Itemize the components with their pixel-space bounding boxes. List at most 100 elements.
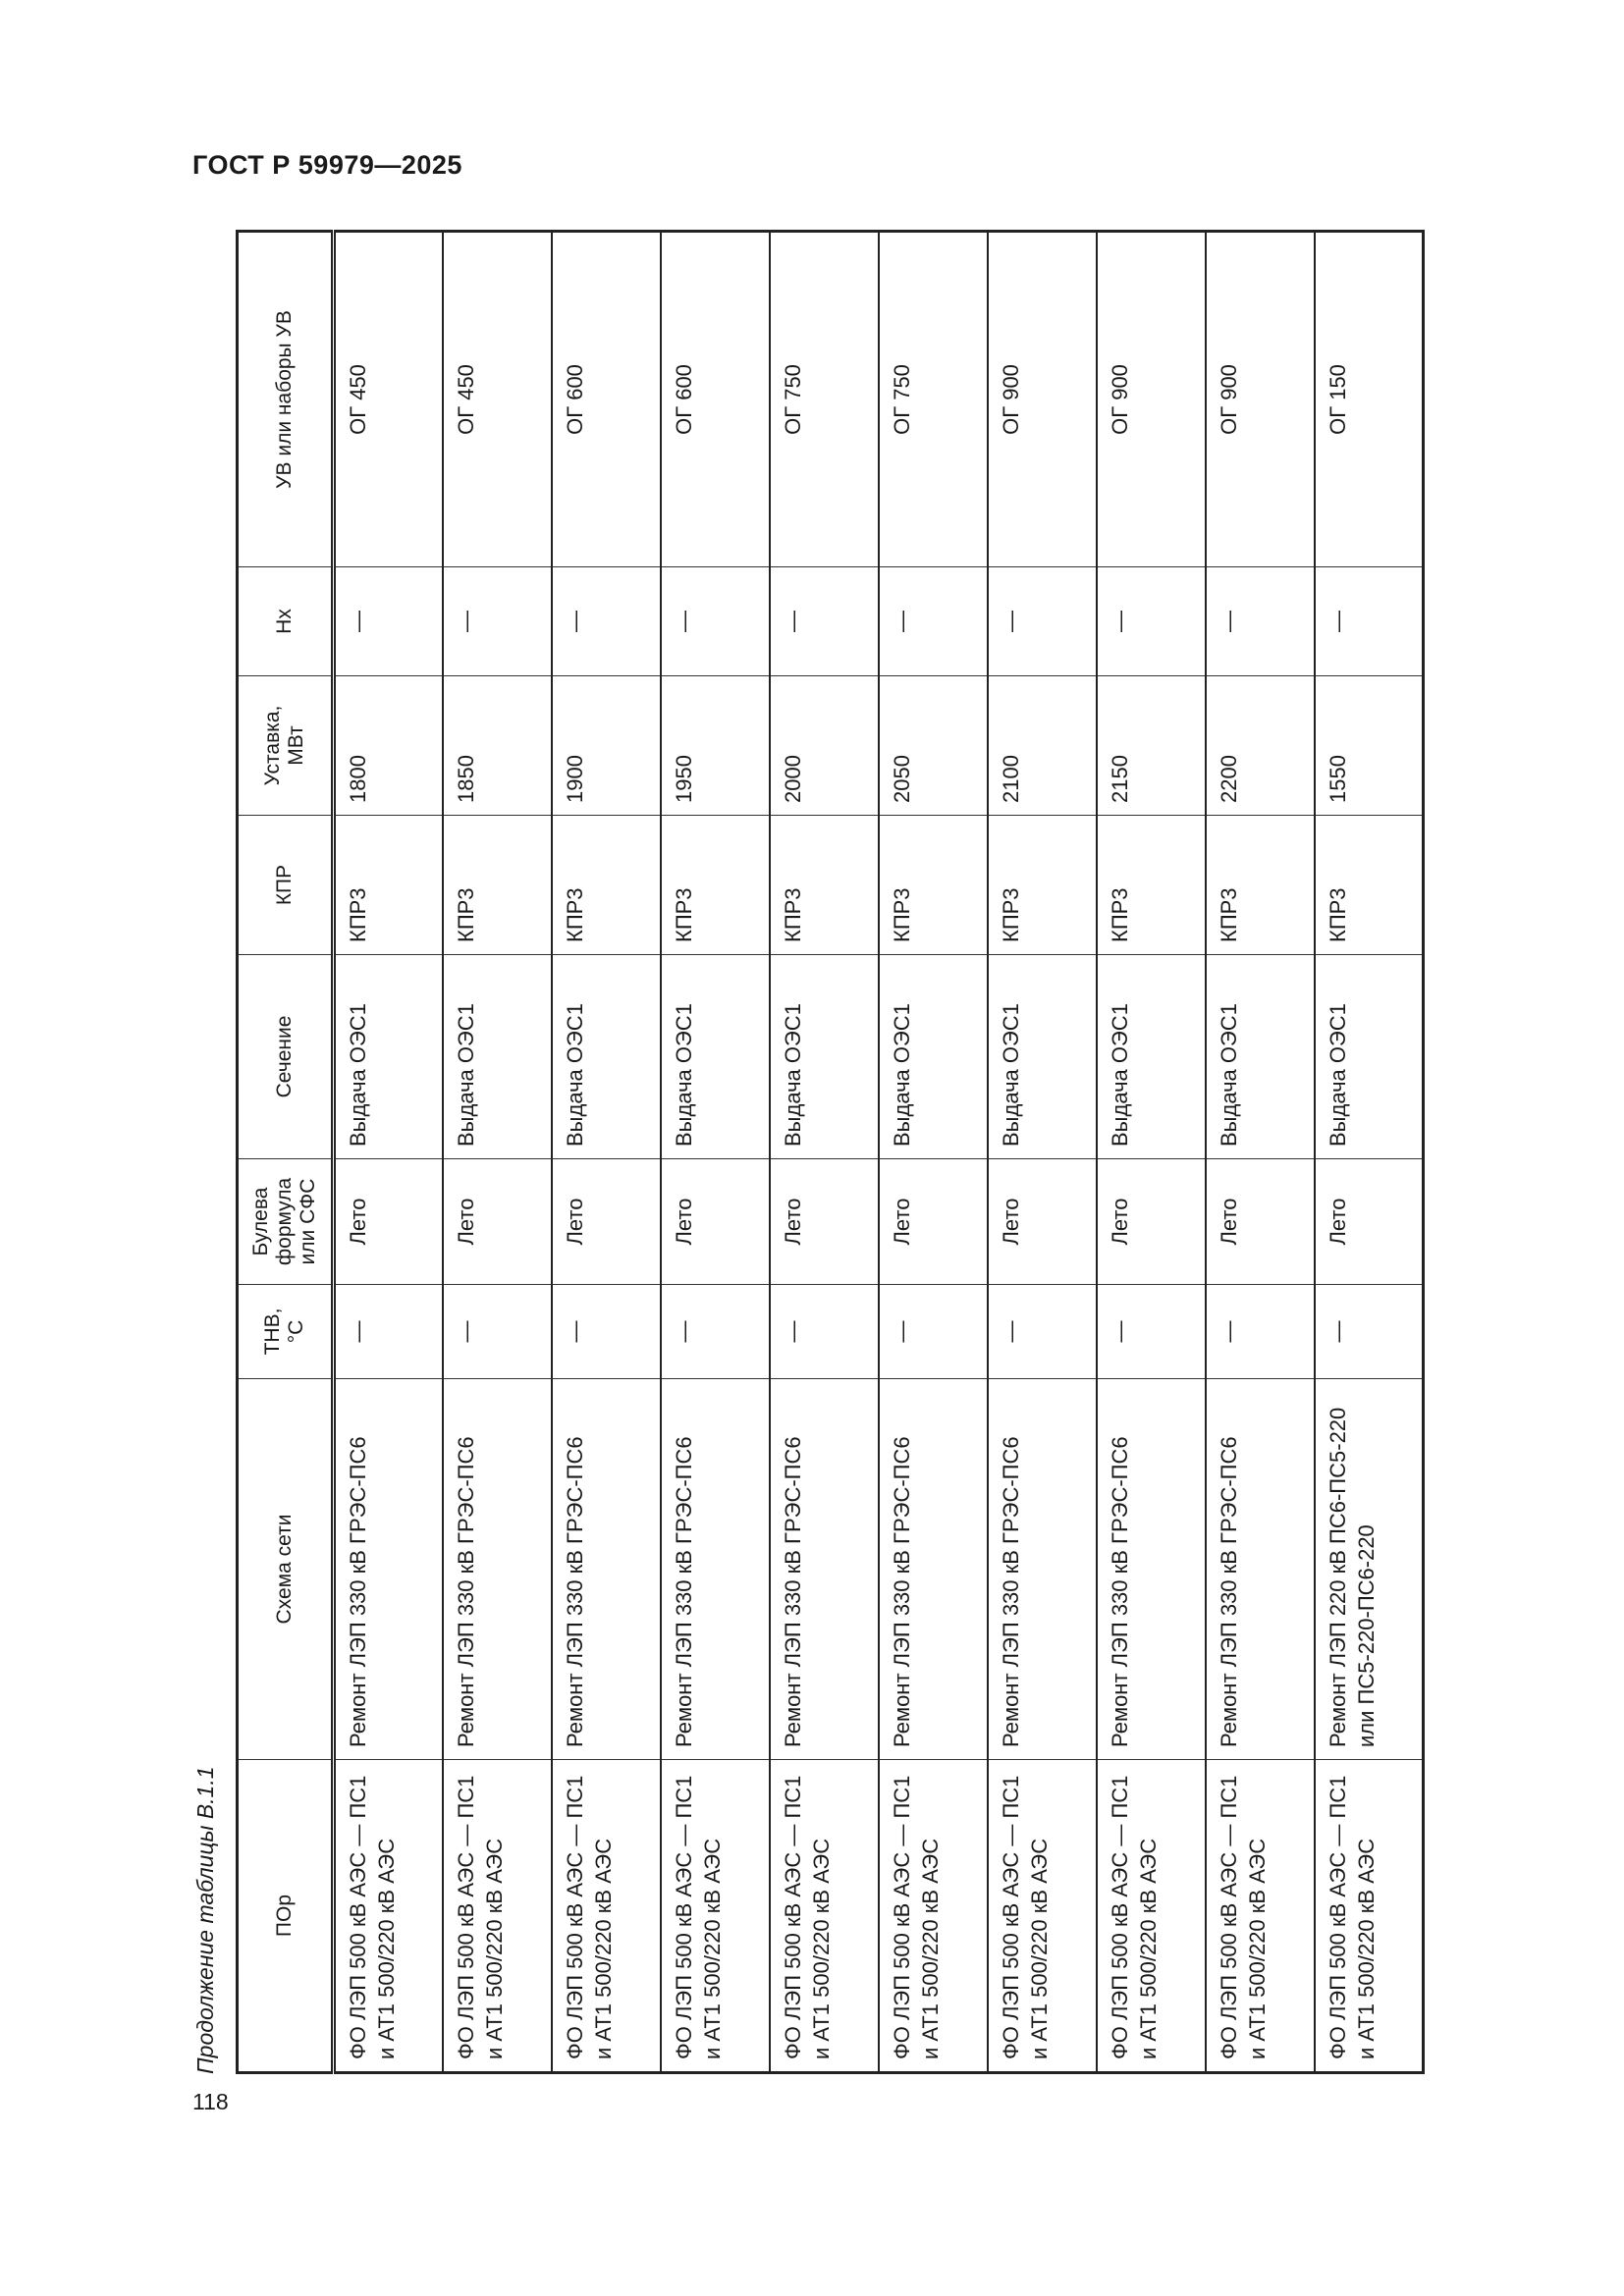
cell-nx: — [333,566,443,676]
cell-network-scheme: Ремонт ЛЭП 330 кВ ГРЭС-ПС6 [660,1378,770,1760]
header-nx: Нх [237,566,334,676]
cell-setpoint: 2050 [878,675,988,816]
table-row: ФО ЛЭП 500 кВ АЭС — ПС1 и АТ1 500/220 кВ… [987,231,1097,2073]
cell-setpoint: 1900 [551,675,661,816]
cell-section: Выдача ОЭС1 [551,954,661,1159]
cell-network-scheme: Ремонт ЛЭП 330 кВ ГРЭС-ПС6 [442,1378,552,1760]
cell-control-actions: ОГ 900 [1205,231,1315,567]
cell-por: ФО ЛЭП 500 кВ АЭС — ПС1 и АТ1 500/220 кВ… [769,1759,879,2073]
cell-nx: — [1096,566,1206,676]
header-setpoint: Уставка, МВт [237,675,334,816]
cell-tnv: — [333,1284,443,1379]
cell-boolean-formula: Лето [1314,1158,1424,1285]
cell-control-actions: ОГ 900 [987,231,1097,567]
cell-network-scheme: Ремонт ЛЭП 330 кВ ГРЭС-ПС6 [333,1378,443,1760]
cell-por: ФО ЛЭП 500 кВ АЭС — ПС1 и АТ1 500/220 кВ… [1096,1759,1206,2073]
cell-nx: — [987,566,1097,676]
cell-kpr: КПР3 [660,815,770,955]
table-row: ФО ЛЭП 500 кВ АЭС — ПС1 и АТ1 500/220 кВ… [769,231,879,2073]
cell-nx: — [769,566,879,676]
cell-network-scheme: Ремонт ЛЭП 220 кВ ПС6-ПС5-220 или ПС5-22… [1314,1378,1424,1760]
cell-por: ФО ЛЭП 500 кВ АЭС — ПС1 и АТ1 500/220 кВ… [1205,1759,1315,2073]
header-network-scheme: Схема сети [237,1378,334,1760]
cell-kpr: КПР3 [987,815,1097,955]
cell-boolean-formula: Лето [333,1158,443,1285]
cell-kpr: КПР3 [1205,815,1315,955]
cell-setpoint: 1550 [1314,675,1424,816]
cell-por: ФО ЛЭП 500 кВ АЭС — ПС1 и АТ1 500/220 кВ… [442,1759,552,2073]
cell-setpoint: 1850 [442,675,552,816]
cell-control-actions: ОГ 750 [878,231,988,567]
cell-kpr: КПР3 [333,815,443,955]
header-tnv: ТНВ, °С [237,1284,334,1379]
rotated-table-block: Продолжение таблицы В.1.1 ПОр Схема сети Т… [192,230,1425,2074]
header-section: Сечение [237,954,334,1159]
cell-kpr: КПР3 [442,815,552,955]
cell-control-actions: ОГ 450 [442,231,552,567]
cell-setpoint: 1800 [333,675,443,816]
table-row: ФО ЛЭП 500 кВ АЭС — ПС1 и АТ1 500/220 кВ… [1096,231,1206,2073]
header-boolean-formula: Булева формула или СФС [237,1158,334,1285]
cell-por: ФО ЛЭП 500 кВ АЭС — ПС1 и АТ1 500/220 кВ… [333,1759,443,2073]
header-por: ПОр [237,1759,334,2073]
cell-boolean-formula: Лето [660,1158,770,1285]
cell-setpoint: 2200 [1205,675,1315,816]
cell-nx: — [1314,566,1424,676]
table-row: ФО ЛЭП 500 кВ АЭС — ПС1 и АТ1 500/220 кВ… [660,231,770,2073]
cell-network-scheme: Ремонт ЛЭП 330 кВ ГРЭС-ПС6 [1205,1378,1315,1760]
cell-tnv: — [987,1284,1097,1379]
cell-tnv: — [878,1284,988,1379]
cell-nx: — [660,566,770,676]
cell-section: Выдача ОЭС1 [1205,954,1315,1159]
cell-por: ФО ЛЭП 500 кВ АЭС — ПС1 и АТ1 500/220 кВ… [1314,1759,1424,2073]
document-code: ГОСТ Р 59979—2025 [192,150,462,180]
cell-boolean-formula: Лето [1205,1158,1315,1285]
cell-boolean-formula: Лето [551,1158,661,1285]
cell-boolean-formula: Лето [987,1158,1097,1285]
cell-tnv: — [551,1284,661,1379]
cell-por: ФО ЛЭП 500 кВ АЭС — ПС1 и АТ1 500/220 кВ… [878,1759,988,2073]
cell-tnv: — [1096,1284,1206,1379]
cell-tnv: — [660,1284,770,1379]
cell-nx: — [442,566,552,676]
cell-nx: — [878,566,988,676]
cell-network-scheme: Ремонт ЛЭП 330 кВ ГРЭС-ПС6 [551,1378,661,1760]
cell-section: Выдача ОЭС1 [660,954,770,1159]
table-row: ФО ЛЭП 500 кВ АЭС — ПС1 и АТ1 500/220 кВ… [878,231,988,2073]
cell-tnv: — [442,1284,552,1379]
cell-kpr: КПР3 [878,815,988,955]
page-number: 118 [192,2089,229,2114]
header-kpr: КПР [237,815,334,955]
cell-section: Выдача ОЭС1 [878,954,988,1159]
cell-setpoint: 1950 [660,675,770,816]
table-header-row: ПОр Схема сети ТНВ, °С Булева формула или С… [237,231,334,2073]
cell-por: ФО ЛЭП 500 кВ АЭС — ПС1 и АТ1 500/220 кВ… [660,1759,770,2073]
header-control-actions: УВ или наборы УВ [237,231,334,567]
cell-control-actions: ОГ 150 [1314,231,1424,567]
table-row: ФО ЛЭП 500 кВ АЭС — ПС1 и АТ1 500/220 кВ… [442,231,552,2073]
cell-tnv: — [1205,1284,1315,1379]
cell-setpoint: 2150 [1096,675,1206,816]
data-table: ПОр Схема сети ТНВ, °С Булева формула или С… [236,230,1425,2074]
cell-section: Выдача ОЭС1 [769,954,879,1159]
cell-control-actions: ОГ 600 [660,231,770,567]
cell-por: ФО ЛЭП 500 кВ АЭС — ПС1 и АТ1 500/220 кВ… [987,1759,1097,2073]
cell-por: ФО ЛЭП 500 кВ АЭС — ПС1 и АТ1 500/220 кВ… [551,1759,661,2073]
cell-setpoint: 2100 [987,675,1097,816]
cell-setpoint: 2000 [769,675,879,816]
cell-control-actions: ОГ 450 [333,231,443,567]
table-row: ФО ЛЭП 500 кВ АЭС — ПС1 и АТ1 500/220 кВ… [1314,231,1424,2073]
cell-kpr: КПР3 [551,815,661,955]
cell-network-scheme: Ремонт ЛЭП 330 кВ ГРЭС-ПС6 [1096,1378,1206,1760]
cell-section: Выдача ОЭС1 [987,954,1097,1159]
table-row: ФО ЛЭП 500 кВ АЭС — ПС1 и АТ1 500/220 кВ… [333,231,443,2073]
cell-tnv: — [769,1284,879,1379]
cell-nx: — [551,566,661,676]
cell-boolean-formula: Лето [442,1158,552,1285]
table-row: ФО ЛЭП 500 кВ АЭС — ПС1 и АТ1 500/220 кВ… [551,231,661,2073]
cell-network-scheme: Ремонт ЛЭП 330 кВ ГРЭС-ПС6 [878,1378,988,1760]
cell-control-actions: ОГ 900 [1096,231,1206,567]
cell-section: Выдача ОЭС1 [333,954,443,1159]
cell-network-scheme: Ремонт ЛЭП 330 кВ ГРЭС-ПС6 [987,1378,1097,1760]
cell-kpr: КПР3 [1096,815,1206,955]
